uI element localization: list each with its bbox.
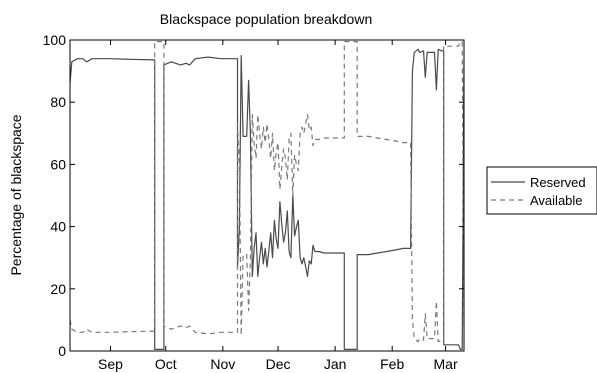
series-line-reserved	[70, 48, 464, 350]
x-tick-label: Oct	[155, 356, 177, 372]
legend: Reserved Available	[486, 166, 597, 215]
x-axis: Sep Oct Nov Dec Jan Feb Mar	[98, 40, 458, 372]
y-tick-label: 20	[50, 281, 66, 297]
x-tick-label: Nov	[210, 356, 235, 372]
x-tick-label: Jan	[324, 356, 347, 372]
series-layer	[70, 40, 464, 350]
y-tick-label: 0	[58, 343, 66, 359]
plot-frame	[69, 39, 465, 352]
y-axis-label: Percentage of blackspace	[8, 114, 24, 275]
x-tick-label: Mar	[434, 356, 458, 372]
x-tick-label: Feb	[380, 356, 404, 372]
legend-label-reserved: Reserved	[530, 175, 586, 190]
x-tick-label: Dec	[266, 356, 291, 372]
series-line-available	[70, 40, 464, 343]
legend-label-available: Available	[530, 193, 583, 208]
y-tick-label: 60	[50, 156, 66, 172]
y-axis: 0 20 40 60 80 100	[43, 32, 464, 359]
legend-box	[486, 166, 597, 215]
x-tick-label: Sep	[98, 356, 123, 372]
chart-title: Blackspace population breakdown	[160, 11, 372, 27]
y-tick-label: 40	[50, 219, 66, 235]
y-tick-label: 80	[50, 94, 66, 110]
y-tick-label: 100	[43, 32, 67, 48]
